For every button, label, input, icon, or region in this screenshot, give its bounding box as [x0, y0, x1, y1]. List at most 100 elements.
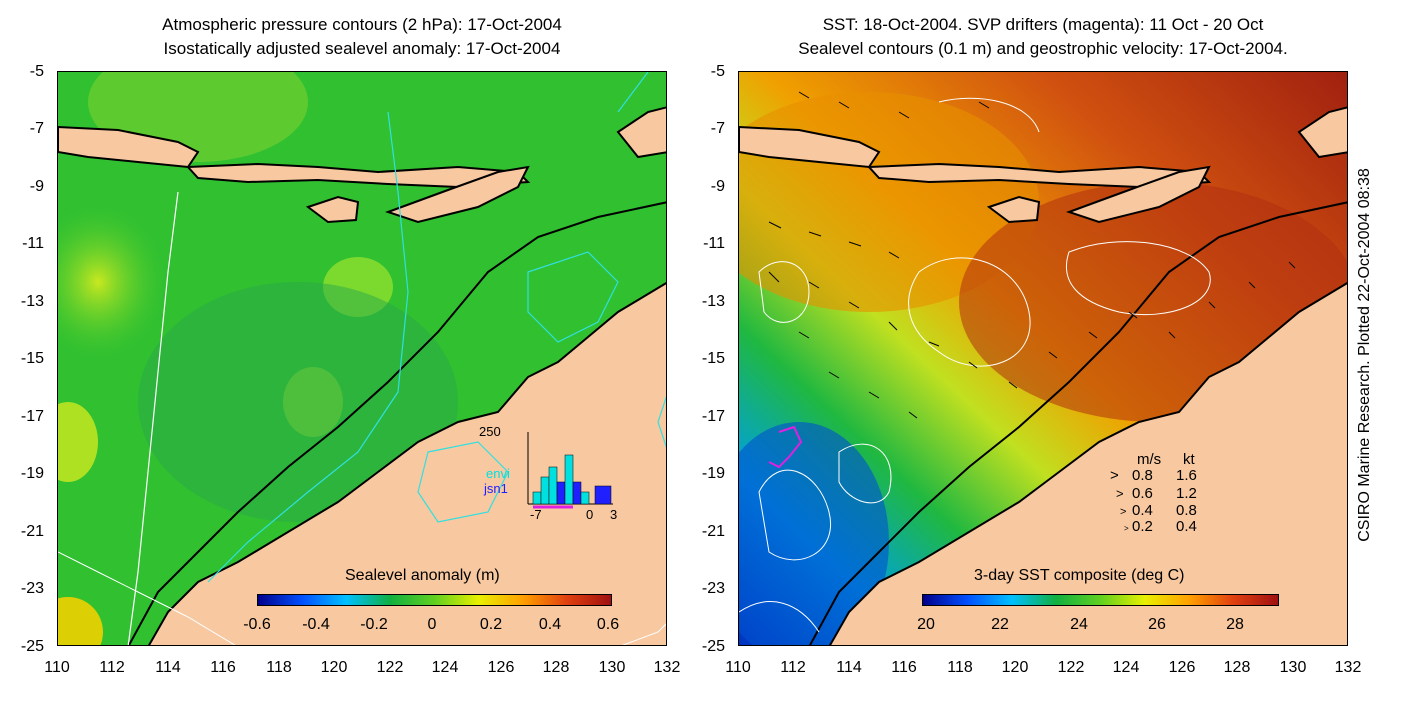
left-y-tick: -21 — [20, 523, 44, 540]
inset-legend-jsn1: jsn1 — [484, 481, 508, 496]
sumba-island — [305, 195, 360, 224]
left-x-tick: 112 — [99, 659, 125, 676]
left-x-tick: 122 — [376, 659, 404, 676]
velocity-kt: 1.6 — [1176, 467, 1197, 484]
inset-ymax-label: 250 — [479, 424, 501, 439]
left-y-tick: -11 — [22, 235, 44, 252]
sealevel-contour — [1065, 241, 1211, 316]
right-x-tick: 112 — [780, 659, 806, 676]
left-x-tick: 132 — [653, 659, 681, 676]
right-x-tick: 130 — [1279, 659, 1307, 676]
pressure-contour — [527, 251, 619, 343]
right-x-tick: 116 — [891, 659, 917, 676]
left-x-tick: 118 — [266, 659, 292, 676]
right-y-tick: -5 — [710, 63, 725, 80]
arrow-medium-icon: > — [1116, 486, 1124, 501]
left-y-tick: -7 — [29, 120, 44, 137]
left-y-tick: -5 — [29, 63, 44, 80]
pressure-contour — [617, 72, 649, 113]
right-x-tick: 126 — [1168, 659, 1196, 676]
lesser-sunda-islands — [185, 162, 531, 189]
left-y-tick: -23 — [20, 580, 44, 597]
velocity-kt: 1.2 — [1176, 485, 1197, 502]
left-title-line2: Isostatically adjusted sealevel anomaly:… — [163, 39, 561, 58]
left-cb-tick: 0.6 — [596, 616, 620, 633]
pressure-contour — [417, 441, 509, 523]
left-map-svg — [58, 72, 666, 645]
arrow-large-icon: > — [1110, 467, 1119, 484]
inset-histogram — [527, 432, 613, 509]
right-colorbar — [922, 594, 1279, 606]
velocity-ms: 0.8 — [1132, 467, 1153, 484]
left-y-tick: -25 — [20, 638, 44, 655]
timor-island — [1065, 165, 1211, 224]
left-y-tick: -15 — [20, 350, 44, 367]
velocity-legend-row: >0.2 0.4 — [1124, 518, 1197, 535]
velocity-legend-header-kt: kt — [1183, 451, 1195, 468]
shelf-contour — [808, 201, 1347, 645]
sealevel-contour — [739, 601, 820, 633]
arrow-tiny-icon: > — [1124, 524, 1129, 533]
sealevel-contour — [838, 443, 892, 504]
inset-xtick: -7 — [530, 507, 542, 522]
right-x-tick: 124 — [1112, 659, 1140, 676]
left-y-tick: -17 — [20, 408, 44, 425]
left-colorbar — [257, 594, 612, 606]
arrow-small-icon: > — [1120, 506, 1127, 518]
inset-legend-envi: envi — [486, 466, 510, 481]
right-x-tick: 120 — [1001, 659, 1029, 676]
right-cb-tick: 26 — [1148, 616, 1166, 633]
left-x-tick: 114 — [155, 659, 181, 676]
left-x-tick: 128 — [542, 659, 570, 676]
left-cb-tick: 0.4 — [538, 616, 562, 633]
left-x-tick: 116 — [210, 659, 236, 676]
left-cb-tick: 0.2 — [479, 616, 503, 633]
velocity-ms: 0.2 — [1132, 518, 1153, 535]
right-x-tick: 114 — [836, 659, 862, 676]
right-y-tick: -19 — [701, 465, 725, 482]
left-cb-tick: -0.4 — [302, 616, 330, 633]
sumba-island — [986, 195, 1041, 224]
right-colorbar-label: 3-day SST composite (deg C) — [974, 567, 1185, 584]
right-y-tick: -17 — [701, 408, 725, 425]
left-cb-tick: -0.2 — [360, 616, 388, 633]
right-cb-tick: 20 — [917, 616, 935, 633]
right-y-tick: -21 — [701, 523, 725, 540]
right-x-tick: 128 — [1223, 659, 1251, 676]
right-x-tick: 118 — [947, 659, 973, 676]
right-y-tick: -25 — [701, 638, 725, 655]
right-x-tick: 132 — [1334, 659, 1362, 676]
pressure-contour — [657, 396, 666, 448]
right-cb-tick: 24 — [1070, 616, 1088, 633]
anomaly-blob — [58, 402, 98, 482]
velocity-legend-row: >0.6 1.2 — [1116, 485, 1197, 502]
right-x-tick: 122 — [1057, 659, 1085, 676]
left-x-tick: 110 — [44, 659, 70, 676]
timor-island — [384, 165, 530, 224]
right-cb-tick: 28 — [1226, 616, 1244, 633]
anomaly-blob — [58, 597, 103, 645]
velocity-ms: 0.6 — [1132, 485, 1153, 502]
right-map-svg — [739, 72, 1347, 645]
velocity-legend-header-ms: m/s — [1137, 451, 1162, 468]
new-guinea-coast — [616, 106, 666, 159]
left-y-tick: -13 — [20, 293, 44, 310]
right-y-tick: -23 — [701, 580, 725, 597]
left-cb-tick: -0.6 — [243, 616, 271, 633]
left-map — [57, 71, 667, 646]
shelf-contour — [127, 201, 666, 645]
velocity-legend-row: >0.4 0.8 — [1120, 502, 1197, 519]
sealevel-contour — [758, 261, 810, 323]
left-y-tick: -9 — [29, 178, 44, 195]
sealevel-contour — [938, 97, 1040, 133]
svp-drifter-track — [768, 425, 803, 469]
left-title-line1: Atmospheric pressure contours (2 hPa): 1… — [162, 15, 562, 34]
velocity-legend-row: >0.8 1.6 — [1110, 467, 1197, 484]
right-cb-tick: 22 — [991, 616, 1009, 633]
left-x-tick: 120 — [320, 659, 348, 676]
right-y-tick: -13 — [701, 293, 725, 310]
new-guinea-coast — [1297, 106, 1347, 159]
left-colorbar-label: Sealevel anomaly (m) — [345, 567, 500, 584]
left-cb-tick: 0 — [427, 616, 437, 633]
right-title-line1: SST: 18-Oct-2004. SVP drifters (magenta)… — [822, 15, 1264, 34]
